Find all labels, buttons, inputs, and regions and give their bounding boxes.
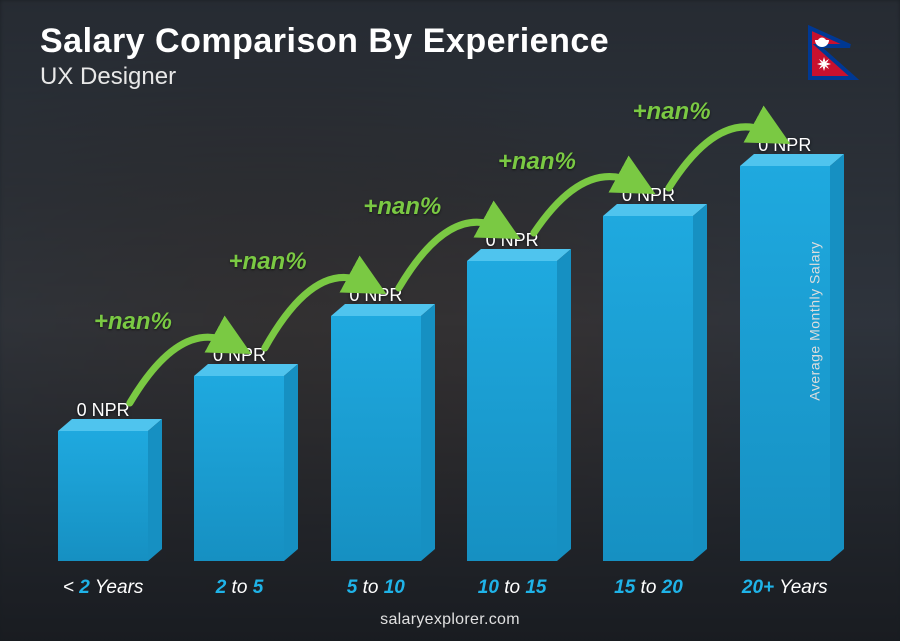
x-axis-label: 10 to 15	[449, 577, 575, 599]
chart-subtitle: UX Designer	[40, 63, 860, 91]
growth-label: +nan%	[498, 148, 576, 176]
chart-title: Salary Comparison By Experience	[40, 22, 860, 61]
bar-slot: 0 NPR	[176, 100, 302, 561]
bar-slot: 0 NPR	[722, 100, 848, 561]
chart-container: Salary Comparison By Experience UX Desig…	[0, 0, 900, 641]
growth-label: +nan%	[229, 248, 307, 276]
bar	[331, 316, 421, 561]
x-axis-label: 20+ Years	[722, 577, 848, 599]
bar-value-label: 0 NPR	[349, 285, 402, 306]
bar	[194, 376, 284, 561]
bar	[603, 216, 693, 561]
growth-label: +nan%	[633, 98, 711, 126]
chart-plot-area: 0 NPR 0 NPR +nan% 0 NPR +nan% 0 NPR +nan% 0 NPR…	[40, 100, 848, 561]
x-axis-label: 15 to 20	[585, 577, 711, 599]
bar-value-label: 0 NPR	[213, 345, 266, 366]
source-footer: salaryexplorer.com	[0, 611, 900, 629]
bar-value-label: 0 NPR	[486, 230, 539, 251]
bar-slot: 0 NPR	[585, 100, 711, 561]
x-axis-labels: < 2 Years 2 to 5 5 to 10 10 to 15 15 to 20 20…	[40, 577, 848, 599]
growth-label: +nan%	[94, 308, 172, 336]
bar-value-label: 0 NPR	[758, 135, 811, 156]
y-axis-label: Average Monthly Salary	[806, 241, 822, 400]
bar	[467, 261, 557, 561]
bar-slot: 0 NPR	[313, 100, 439, 561]
growth-label: +nan%	[363, 193, 441, 221]
bar-value-label: 0 NPR	[77, 400, 130, 421]
x-axis-label: < 2 Years	[40, 577, 166, 599]
nepal-flag-icon	[806, 24, 866, 82]
header: Salary Comparison By Experience UX Desig…	[40, 22, 860, 91]
bar-value-label: 0 NPR	[622, 185, 675, 206]
x-axis-label: 2 to 5	[176, 577, 302, 599]
x-axis-label: 5 to 10	[313, 577, 439, 599]
bar	[58, 431, 148, 561]
